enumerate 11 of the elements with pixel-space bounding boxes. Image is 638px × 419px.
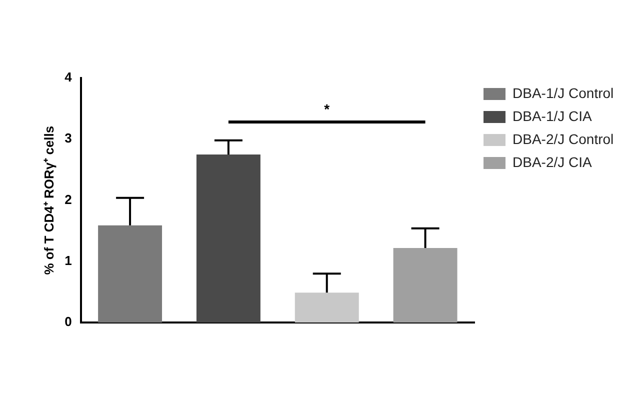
legend-label: DBA-2/J CIA — [512, 154, 593, 170]
legend-label: DBA-1/J CIA — [512, 108, 593, 124]
y-axis-title: % of T CD4⁺ RORγ⁺ cells — [41, 126, 56, 275]
y-tick-label: 1 — [64, 253, 72, 268]
annotation: * — [324, 101, 330, 118]
y-tick-label: 4 — [64, 70, 73, 85]
legend-label: DBA-1/J Control — [512, 84, 614, 101]
y-tick-label: 2 — [64, 192, 72, 207]
legend-label: DBA-2/J Control — [512, 130, 614, 147]
y-tick-label: 0 — [64, 314, 72, 330]
y-tick-label: 3 — [64, 130, 72, 146]
